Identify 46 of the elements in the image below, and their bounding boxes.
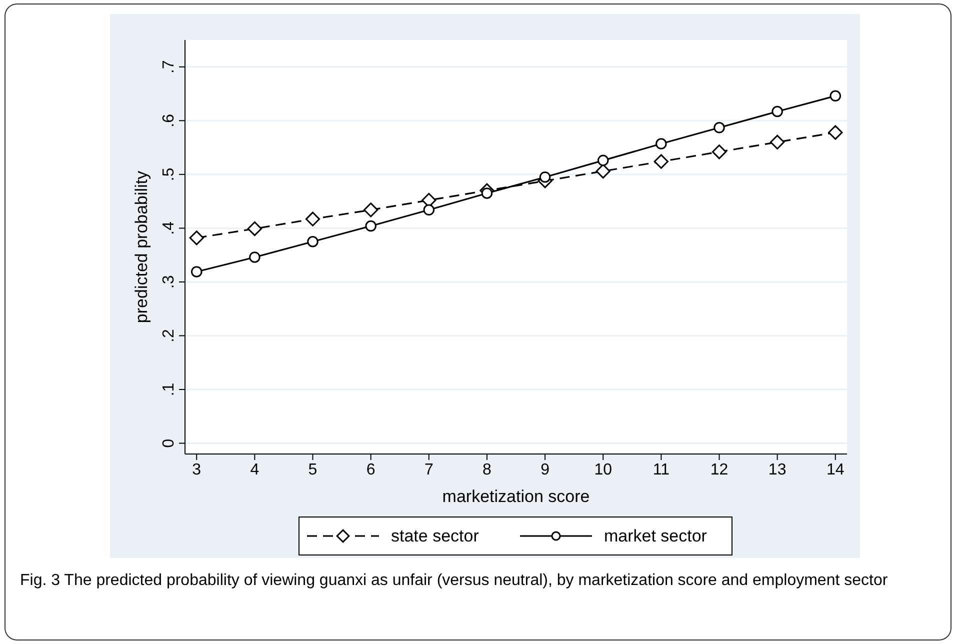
- point: [539, 171, 551, 183]
- y-tick-label: .2: [160, 328, 178, 342]
- y-tick-label: .5: [160, 168, 178, 182]
- point: [772, 106, 783, 118]
- point: [365, 220, 376, 232]
- y-axis-title: predicted probability: [132, 170, 151, 324]
- x-tick-label: 9: [540, 461, 550, 478]
- x-tick-label: 10: [594, 461, 612, 478]
- legend-label: market sector: [604, 526, 708, 546]
- x-tick-label: 7: [424, 461, 434, 478]
- point: [249, 252, 260, 263]
- x-tick-label: 3: [192, 461, 202, 478]
- y-tick-label: .7: [160, 60, 178, 74]
- point: [830, 90, 842, 102]
- point: [307, 236, 318, 248]
- x-tick-label: 8: [482, 461, 492, 478]
- point: [596, 164, 610, 179]
- point: [247, 221, 262, 236]
- x-tick-label: 13: [768, 461, 786, 478]
- point: [714, 122, 725, 134]
- point: [364, 202, 378, 218]
- y-tick-label: .4: [160, 221, 178, 235]
- point: [712, 144, 727, 160]
- point: [423, 204, 435, 216]
- point: [481, 188, 493, 199]
- x-tick-label: 12: [710, 461, 728, 478]
- point: [189, 230, 204, 246]
- y-tick-label: 0: [160, 438, 178, 448]
- legend-label: state sector: [391, 526, 480, 546]
- y-tick-label: .1: [160, 382, 178, 396]
- point: [656, 138, 667, 150]
- y-tick-label: .3: [160, 275, 178, 289]
- point: [305, 212, 320, 226]
- point: [828, 125, 843, 140]
- point: [597, 154, 609, 166]
- x-axis-title: marketization score: [442, 487, 590, 506]
- point: [770, 134, 785, 150]
- x-tick-label: 5: [308, 461, 318, 478]
- point: [190, 266, 202, 278]
- point: [654, 154, 668, 169]
- x-tick-label: 14: [826, 461, 844, 478]
- caption: Fig. 3 The predicted probability of viewing guanxi as unfair (versus neutral), by marketization score and employment sector: [20, 571, 889, 591]
- x-tick-label: 6: [366, 461, 376, 478]
- x-tick-label: 4: [250, 461, 260, 478]
- y-tick-label: .6: [160, 114, 178, 128]
- x-tick-label: 11: [652, 461, 670, 478]
